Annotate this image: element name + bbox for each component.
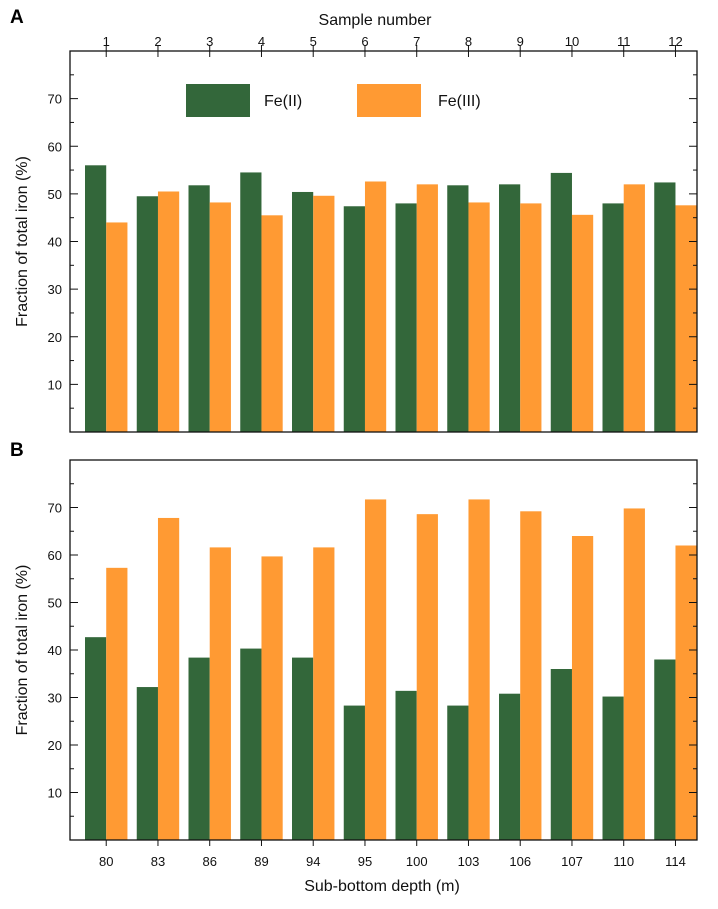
y-tick-label: 20 xyxy=(48,330,62,345)
bar-fe2-103 xyxy=(447,705,469,840)
y-tick-label: 50 xyxy=(48,596,62,611)
x-tick-label: 2 xyxy=(154,34,161,49)
y-tick-label: 20 xyxy=(48,738,62,753)
y-tick-label: 30 xyxy=(48,282,62,297)
y-tick-label: 50 xyxy=(48,187,62,202)
y-axis-title: Fraction of total iron (%) xyxy=(14,156,31,327)
bar-fe3-7 xyxy=(416,184,438,432)
x-tick-label: 7 xyxy=(413,34,420,49)
bar-fe3-110 xyxy=(623,508,645,840)
bar-fe3-95 xyxy=(364,499,387,840)
bar-fe3-3 xyxy=(209,202,231,432)
x-tick-label: 4 xyxy=(258,34,265,49)
bar-fe3-103 xyxy=(468,499,490,840)
legend-swatch-fe3 xyxy=(357,84,421,117)
bar-fe2-3 xyxy=(188,185,210,432)
panel-letter: A xyxy=(10,7,24,28)
y-tick-label: 60 xyxy=(48,139,62,154)
panel-letter: B xyxy=(10,440,24,461)
bar-fe2-83 xyxy=(136,687,158,840)
bar-fe2-5 xyxy=(292,191,314,432)
bar-fe3-83 xyxy=(157,517,180,840)
bar-fe2-4 xyxy=(240,172,262,432)
y-tick-label: 40 xyxy=(48,235,62,250)
x-tick-label: 11 xyxy=(617,34,631,49)
legend-swatch-fe2 xyxy=(186,84,250,117)
bar-fe2-7 xyxy=(395,203,417,432)
x-tick-label: 1 xyxy=(103,34,110,49)
x-tick-label: 8 xyxy=(465,34,472,49)
y-tick-label: 60 xyxy=(48,548,62,563)
bar-fe2-106 xyxy=(499,693,521,840)
x-tick-label: 86 xyxy=(202,854,216,869)
bar-fe3-5 xyxy=(313,195,335,432)
bar-fe3-12 xyxy=(675,205,697,432)
bar-fe2-89 xyxy=(240,648,262,840)
x-tick-label: 106 xyxy=(509,854,531,869)
x-tick-label: 6 xyxy=(361,34,368,49)
bar-fe3-8 xyxy=(468,202,490,432)
bar-fe2-6 xyxy=(343,206,365,432)
bar-fe3-2 xyxy=(157,191,180,432)
x-tick-label: 10 xyxy=(565,34,579,49)
x-tick-label: 3 xyxy=(206,34,213,49)
bar-fe2-100 xyxy=(395,690,417,840)
x-tick-label: 9 xyxy=(517,34,524,49)
bar-fe3-80 xyxy=(106,567,128,840)
y-tick-label: 10 xyxy=(48,377,62,392)
bar-fe3-11 xyxy=(623,184,645,432)
x-tick-label: 103 xyxy=(458,854,480,869)
bar-fe2-9 xyxy=(499,184,521,432)
x-tick-label: 114 xyxy=(665,854,686,869)
bar-fe2-107 xyxy=(550,669,572,840)
y-tick-label: 30 xyxy=(48,691,62,706)
bar-fe3-106 xyxy=(520,511,542,840)
top-axis-title: Sample number xyxy=(319,12,433,29)
x-tick-label: 12 xyxy=(668,34,682,49)
bar-fe3-100 xyxy=(416,514,438,840)
bar-fe2-86 xyxy=(188,657,210,840)
bar-fe2-10 xyxy=(550,172,572,433)
bar-fe2-114 xyxy=(654,659,676,840)
bar-fe3-89 xyxy=(261,556,283,840)
x-tick-label: 94 xyxy=(306,854,320,869)
bar-fe2-2 xyxy=(136,196,158,432)
bottom-axis-title: Sub-bottom depth (m) xyxy=(304,878,460,895)
bar-fe3-6 xyxy=(364,181,387,432)
y-tick-label: 40 xyxy=(48,643,62,658)
bar-fe3-1 xyxy=(106,222,128,432)
bar-fe2-12 xyxy=(654,182,676,432)
x-tick-label: 80 xyxy=(99,854,113,869)
bar-fe3-86 xyxy=(209,547,231,840)
y-tick-label: 70 xyxy=(48,92,62,107)
x-tick-label: 107 xyxy=(561,854,583,869)
x-tick-label: 83 xyxy=(151,854,165,869)
bar-fe2-94 xyxy=(292,657,314,840)
x-tick-label: 89 xyxy=(254,854,268,869)
bar-fe3-9 xyxy=(520,203,542,432)
bar-fe2-80 xyxy=(85,637,107,840)
y-tick-label: 10 xyxy=(48,786,62,801)
y-tick-label: 70 xyxy=(48,501,62,516)
bar-fe3-107 xyxy=(571,536,594,840)
panel-a: A Fraction of total iron (%) 10 20 30 40 50 60 7… xyxy=(10,7,698,433)
bar-fe3-10 xyxy=(571,214,594,432)
bar-fe3-4 xyxy=(261,215,283,432)
legend-label-fe2: Fe(II) xyxy=(264,93,302,110)
bar-fe3-94 xyxy=(313,547,335,840)
x-tick-label: 100 xyxy=(406,854,428,869)
y-axis-title: Fraction of total iron (%) xyxy=(14,565,31,736)
bar-fe2-8 xyxy=(447,185,469,432)
x-tick-label: 5 xyxy=(310,34,317,49)
bar-fe2-1 xyxy=(85,165,107,433)
bar-fe2-110 xyxy=(602,696,624,840)
bar-fe2-95 xyxy=(343,705,365,840)
x-tick-label: 110 xyxy=(613,854,634,869)
bar-fe3-114 xyxy=(675,545,697,840)
bar-fe2-11 xyxy=(602,203,624,432)
legend-label-fe3: Fe(III) xyxy=(438,93,481,110)
panel-b: B Fraction of total iron (%) 10 20 30 40 50 60 7… xyxy=(10,440,698,869)
x-tick-label: 95 xyxy=(358,854,372,869)
